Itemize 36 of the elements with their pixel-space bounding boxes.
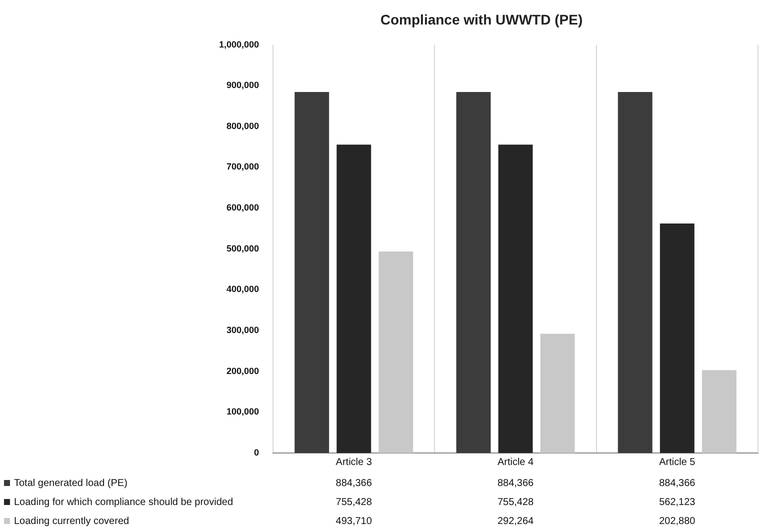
bar [618, 92, 652, 453]
data-label: 493,710 [336, 516, 372, 527]
y-tick-label: 700,000 [226, 162, 260, 172]
legend-label: Loading currently covered [14, 516, 130, 527]
y-tick-label: 300,000 [226, 325, 260, 336]
x-tick-label: Article 3 [336, 456, 372, 468]
bar [456, 92, 491, 453]
chart-title: Compliance with UWWTD (PE) [380, 11, 583, 28]
bar [660, 224, 694, 453]
y-tick-label: 100,000 [226, 406, 260, 417]
y-tick-label: 0 [254, 447, 260, 458]
bar [336, 144, 372, 453]
legend-label: Total generated load (PE) [14, 478, 128, 489]
data-label: 884,366 [659, 478, 696, 489]
y-tick-label: 600,000 [226, 202, 260, 213]
y-tick-label: 500,000 [226, 243, 260, 254]
bar [378, 251, 414, 453]
data-label: 755,428 [336, 496, 372, 508]
legend-label: Loading for which compliance should be provided [14, 496, 234, 508]
data-label: 884,366 [336, 478, 372, 489]
bar [540, 334, 575, 453]
data-label: 884,366 [497, 478, 534, 489]
data-label: 562,123 [659, 496, 696, 508]
bar [498, 144, 533, 453]
y-tick-label: 1,000,000 [218, 39, 260, 50]
y-tick-label: 400,000 [226, 284, 260, 294]
x-tick-label: Article 5 [659, 456, 696, 468]
data-label: 202,880 [659, 516, 696, 527]
y-tick-label: 800,000 [226, 120, 260, 131]
bar [294, 92, 330, 453]
bar [702, 370, 736, 453]
data-label: 292,264 [497, 516, 534, 527]
data-label: 755,428 [497, 496, 534, 508]
y-tick-label: 900,000 [226, 80, 260, 90]
x-tick-label: Article 4 [497, 456, 534, 468]
y-tick-label: 200,000 [226, 366, 260, 376]
